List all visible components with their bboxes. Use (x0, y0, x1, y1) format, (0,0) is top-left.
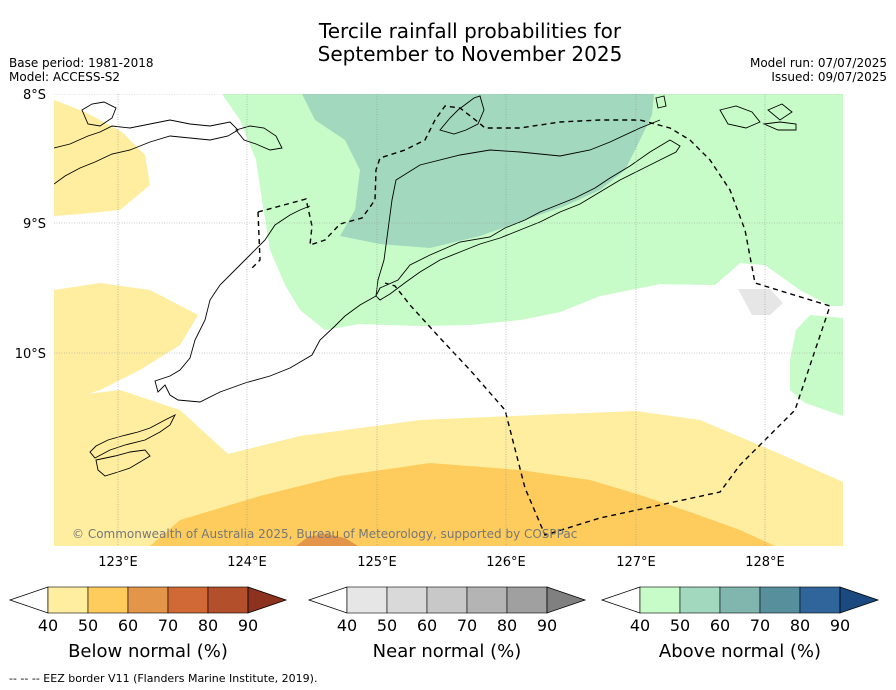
eez-border (251, 105, 831, 536)
meta-right: Model run: 07/07/2025 Issued: 09/07/2025 (750, 56, 887, 84)
colorbar-left-extension (8, 586, 49, 614)
legends: 40 50 60 70 80 90 Below normal (%) 40 50 60 70 80 90… (8, 586, 880, 662)
colorbar-tick-label: 70 (457, 616, 477, 635)
colorbar-segment (466, 586, 508, 614)
copyright-notice: © Commonwealth of Australia 2025, Bureau… (72, 527, 577, 541)
map-title: Tercile rainfall probabilities for Septe… (0, 20, 896, 66)
lon-tick-label: 125°E (357, 555, 397, 570)
sawu-island-coast (95, 449, 151, 477)
lat-tick-label: 8°S (23, 88, 46, 103)
meta-left: Base period: 1981-2018 Model: ACCESS-S2 (9, 56, 154, 84)
near-normal-region (738, 289, 783, 315)
colorbar-left-extension (600, 586, 641, 614)
colorbar-tick-label: 50 (377, 616, 397, 635)
colorbar-segment (679, 586, 721, 614)
lon-tick-label: 123°E (98, 555, 138, 570)
below-normal-region-northwest (54, 100, 150, 216)
colorbar-segment (167, 586, 209, 614)
colorbar-right-extension (546, 586, 587, 614)
colorbar-segment (87, 586, 129, 614)
lat-tick-label: 9°S (23, 217, 46, 232)
colorbar-tick-label: 80 (790, 616, 810, 635)
below-normal-60-region (296, 534, 358, 546)
timor-island-coast (375, 139, 681, 301)
below-normal-region-west (54, 283, 198, 405)
colorbar-tick-label: 60 (710, 616, 730, 635)
eez-footer-note: -- -- -- EEZ border V11 (Flanders Marine… (9, 672, 318, 685)
colorbar-segment (386, 586, 428, 614)
colorbar-2: 40 50 60 70 80 90 Above normal (%) (600, 586, 880, 662)
lat-tick-label: 10°S (15, 347, 46, 362)
gridlines (54, 94, 843, 546)
lon-tick-label: 128°E (745, 555, 785, 570)
eastern-islands-coast (655, 95, 797, 131)
model-name: Model: ACCESS-S2 (9, 70, 121, 84)
colorbar-tick-label: 80 (198, 616, 218, 635)
coastlines (54, 95, 797, 477)
colorbar-tick-label: 50 (78, 616, 98, 635)
colorbar-segment (207, 586, 249, 614)
atauro-island-coast (235, 125, 283, 151)
colorbar-tick-label: 40 (630, 616, 650, 635)
axis-labels: 8°S 9°S 10°S 123°E 124°E 125°E 126°E 127… (15, 88, 785, 570)
colorbar-tick-label: 40 (337, 616, 357, 635)
colorbar-segment (426, 586, 468, 614)
colorbar-right-extension (247, 586, 288, 614)
colorbar-tick-label: 90 (537, 616, 557, 635)
above-normal-region-east (790, 315, 843, 416)
issued-date: Issued: 09/07/2025 (771, 70, 887, 84)
timor-north-coast (375, 119, 661, 297)
title-line-1: Tercile rainfall probabilities for (318, 19, 622, 43)
model-run: Model run: 07/07/2025 (749, 56, 887, 70)
lon-tick-label: 124°E (227, 555, 267, 570)
colorbar-0: 40 50 60 70 80 90 Below normal (%) (8, 586, 288, 662)
west-timor-coast (154, 205, 377, 403)
colorbar-tick-label: 60 (118, 616, 138, 635)
colorbar-segment (799, 586, 841, 614)
colorbar-segment (759, 586, 801, 614)
colorbar-tick-label: 50 (670, 616, 690, 635)
flores-coast (54, 119, 239, 185)
below-normal-50-region (150, 463, 775, 546)
colorbar-tick-label: 90 (238, 616, 258, 635)
probability-fields: © Commonwealth of Australia 2025, Bureau… (54, 94, 843, 546)
colorbar-tick-label: 70 (750, 616, 770, 635)
colorbar-title: Near normal (%) (373, 641, 522, 662)
colorbar-segment (127, 586, 169, 614)
title-line-2: September to November 2025 (317, 42, 623, 66)
colorbar-tick-label: 90 (830, 616, 850, 635)
lon-tick-label: 127°E (616, 555, 656, 570)
colorbar-tick-label: 40 (38, 616, 58, 635)
rote-island-coast (89, 413, 177, 459)
base-period: Base period: 1981-2018 (9, 56, 154, 70)
colorbar-segment (346, 586, 388, 614)
colorbar-tick-label: 70 (158, 616, 178, 635)
above-normal-50-region (302, 94, 654, 248)
colorbar-tick-label: 60 (417, 616, 437, 635)
wetar-island-coast (439, 95, 485, 135)
alor-island-coast (81, 101, 117, 127)
colorbar-right-extension (839, 586, 880, 614)
colorbar-segment (506, 586, 548, 614)
colorbar-segment (47, 586, 89, 614)
lon-tick-label: 126°E (486, 555, 526, 570)
colorbar-1: 40 50 60 70 80 90 Near normal (%) (307, 586, 587, 662)
colorbar-title: Below normal (%) (68, 641, 228, 662)
colorbar-title: Above normal (%) (659, 641, 821, 662)
colorbar-tick-label: 80 (497, 616, 517, 635)
colorbar-left-extension (307, 586, 348, 614)
colorbar-segment (639, 586, 681, 614)
colorbar-segment (719, 586, 761, 614)
